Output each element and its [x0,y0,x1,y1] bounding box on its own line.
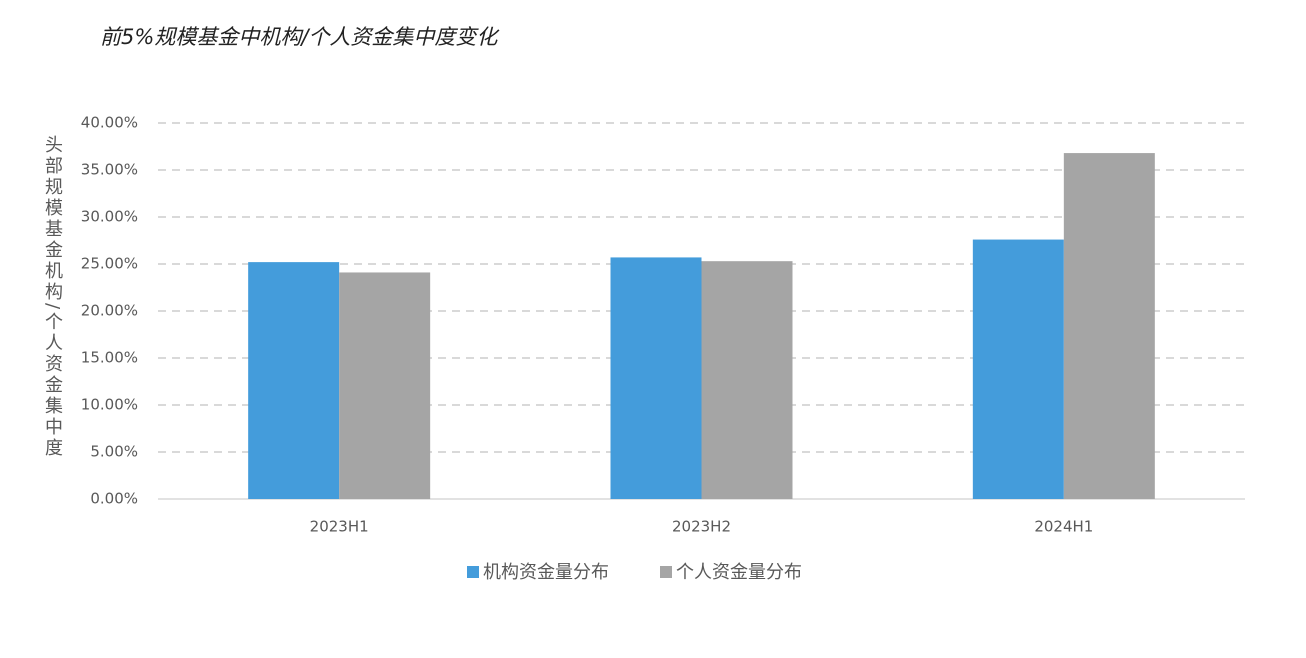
y-tick-label: 10.00% [81,396,138,414]
y-tick-label: 20.00% [81,302,138,320]
y-tick-label: 40.00% [81,114,138,132]
y-axis-label: 头部规模基金机构/个人资金集中度 [42,135,63,459]
x-tick-label: 2024H1 [1034,518,1093,536]
bar [339,272,431,499]
x-tick-label: 2023H2 [672,518,731,536]
chart-title: 前5%规模基金中机构/个人资金集中度变化 [100,25,500,49]
legend-label: 机构资金量分布 [483,562,609,583]
legend-label: 个人资金量分布 [676,562,802,583]
bar [610,257,702,499]
bar [248,262,340,499]
legend-swatch [660,566,672,578]
y-tick-label: 25.00% [81,255,138,273]
bar [701,261,793,499]
y-tick-label: 30.00% [81,208,138,226]
y-tick-label: 15.00% [81,349,138,367]
bar [972,239,1064,499]
y-tick-label: 35.00% [81,161,138,179]
x-tick-label: 2023H1 [310,518,369,536]
legend-swatch [467,566,479,578]
y-tick-label: 0.00% [90,490,138,508]
y-tick-label: 5.00% [90,443,138,461]
bar [1063,153,1155,499]
